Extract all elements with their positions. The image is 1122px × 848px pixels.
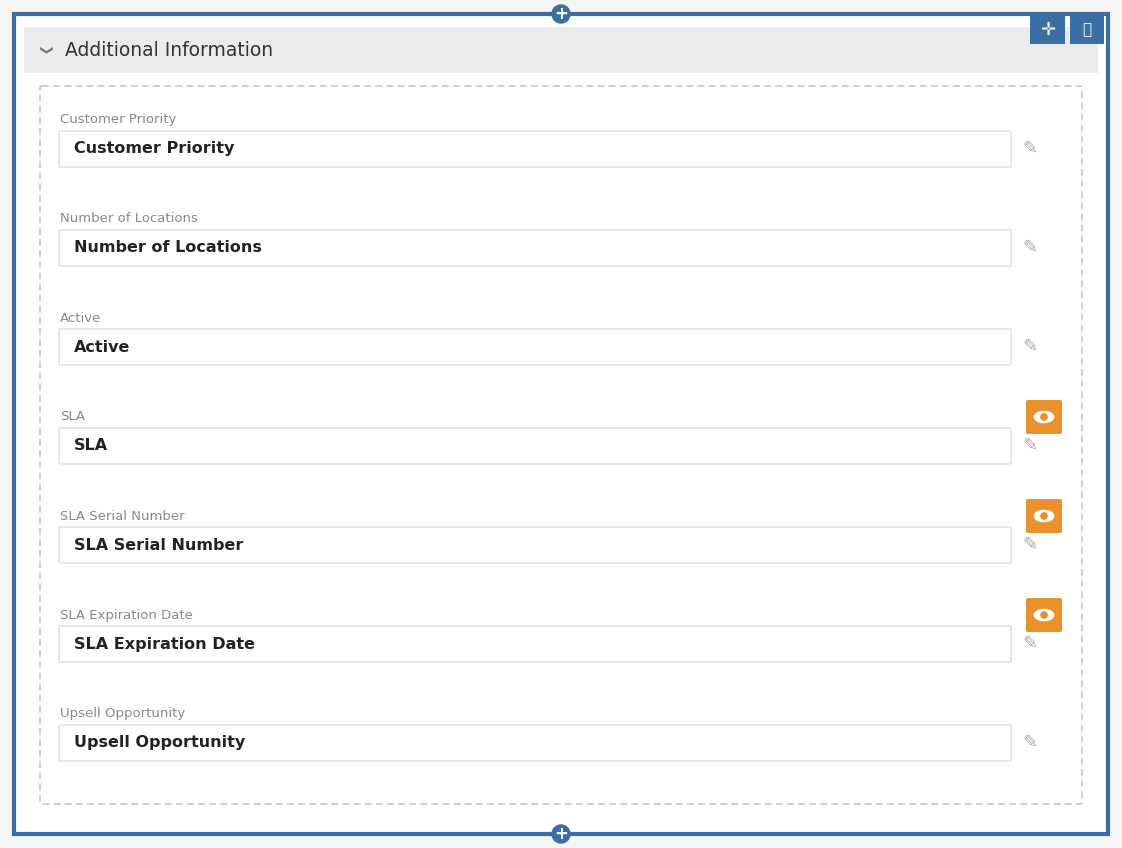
FancyBboxPatch shape (40, 86, 1082, 804)
FancyBboxPatch shape (1026, 499, 1063, 533)
FancyBboxPatch shape (1026, 400, 1063, 434)
Circle shape (1040, 512, 1048, 520)
Text: SLA: SLA (59, 410, 85, 423)
Circle shape (1040, 413, 1048, 421)
FancyBboxPatch shape (59, 131, 1011, 167)
Text: Number of Locations: Number of Locations (74, 241, 261, 255)
Text: ✎: ✎ (1022, 734, 1038, 752)
Text: ✎: ✎ (1022, 239, 1038, 257)
Text: Upsell Opportunity: Upsell Opportunity (59, 707, 185, 721)
Text: Customer Priority: Customer Priority (59, 114, 176, 126)
Text: SLA Expiration Date: SLA Expiration Date (74, 637, 255, 651)
Text: ✎: ✎ (1022, 437, 1038, 455)
Text: SLA Expiration Date: SLA Expiration Date (59, 609, 193, 622)
Text: ✎: ✎ (1022, 140, 1038, 158)
Text: Upsell Opportunity: Upsell Opportunity (74, 735, 246, 750)
Text: Active: Active (59, 311, 101, 325)
Text: Active: Active (74, 339, 130, 354)
Text: +: + (554, 5, 568, 23)
Circle shape (552, 825, 570, 843)
Text: Number of Locations: Number of Locations (59, 213, 197, 226)
Text: Customer Priority: Customer Priority (74, 142, 234, 157)
Circle shape (552, 5, 570, 23)
Text: Additional Information: Additional Information (65, 41, 273, 59)
Ellipse shape (1033, 410, 1055, 423)
Text: ✎: ✎ (1022, 338, 1038, 356)
Text: ✎: ✎ (1022, 635, 1038, 653)
FancyBboxPatch shape (1026, 598, 1063, 632)
FancyBboxPatch shape (1070, 16, 1104, 44)
FancyBboxPatch shape (13, 14, 1109, 834)
Text: SLA: SLA (74, 438, 108, 454)
FancyBboxPatch shape (59, 428, 1011, 464)
FancyBboxPatch shape (59, 230, 1011, 266)
Ellipse shape (1033, 510, 1055, 522)
Text: SLA Serial Number: SLA Serial Number (74, 538, 243, 553)
Text: ✛: ✛ (1040, 21, 1055, 39)
Text: ✎: ✎ (1022, 536, 1038, 554)
Text: +: + (554, 825, 568, 843)
Ellipse shape (1033, 609, 1055, 622)
FancyBboxPatch shape (59, 626, 1011, 662)
Text: 🗑: 🗑 (1083, 23, 1092, 37)
Circle shape (1040, 611, 1048, 619)
FancyBboxPatch shape (1030, 16, 1065, 44)
FancyBboxPatch shape (24, 27, 1098, 73)
Text: ⬛: ⬛ (1084, 25, 1089, 35)
FancyBboxPatch shape (59, 725, 1011, 761)
FancyBboxPatch shape (59, 527, 1011, 563)
Text: SLA Serial Number: SLA Serial Number (59, 510, 185, 522)
FancyBboxPatch shape (59, 329, 1011, 365)
Text: ❯: ❯ (37, 45, 50, 55)
